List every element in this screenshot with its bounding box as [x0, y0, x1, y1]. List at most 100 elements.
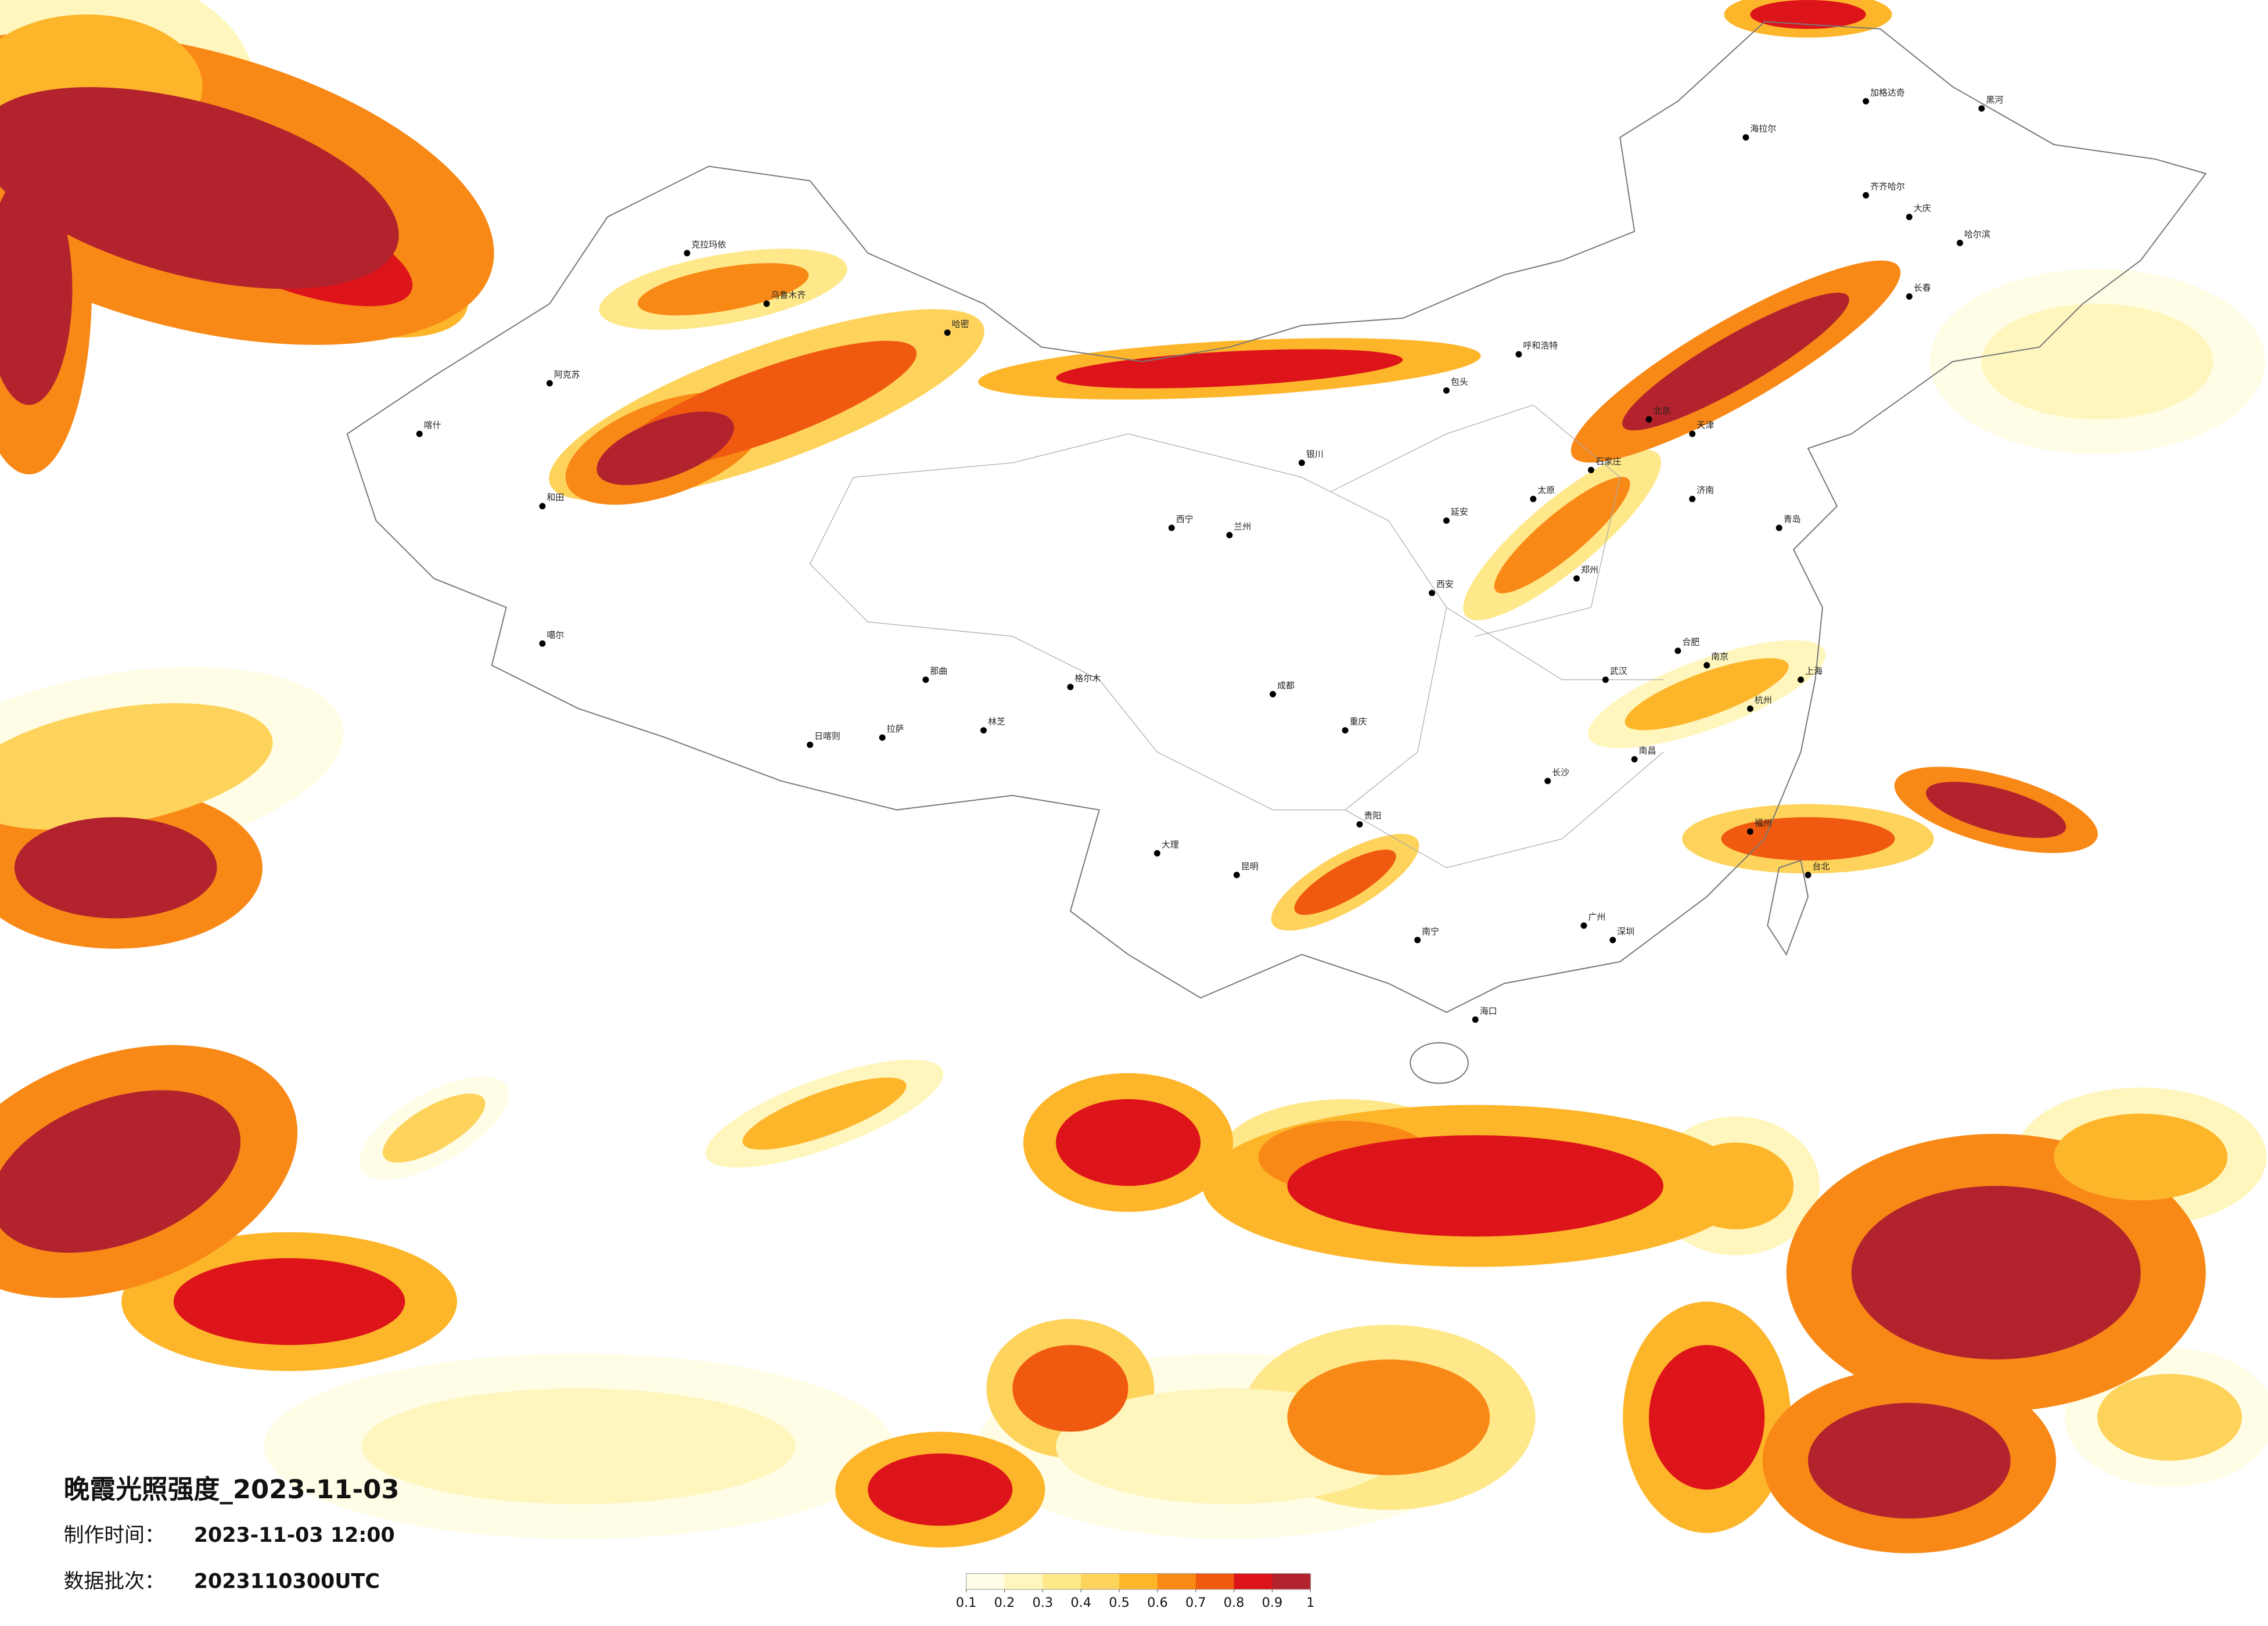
city-label: 齐齐哈尔: [1870, 181, 1905, 192]
city-label: 广州: [1588, 912, 1605, 922]
intensity-patch: [1056, 349, 1403, 388]
city-label: 克拉玛依: [691, 239, 726, 250]
intensity-patch: [637, 263, 809, 316]
city-label: 那曲: [930, 666, 947, 677]
city-label: 兰州: [1234, 521, 1251, 532]
city-dot: [1067, 684, 1074, 690]
city-dot: [763, 300, 770, 307]
intensity-patch: [1981, 303, 2213, 420]
city-label: 哈密: [952, 319, 969, 329]
city-dot: [1645, 416, 1652, 423]
city-dot: [1906, 293, 1913, 300]
city-label: 银川: [1306, 449, 1324, 459]
city-label: 阿克苏: [554, 369, 580, 380]
city-label: 杭州: [1755, 695, 1772, 705]
city-dot: [1270, 690, 1277, 697]
intensity-patch: [1012, 1345, 1128, 1432]
city-dot: [807, 742, 814, 749]
city-label: 青岛: [1784, 514, 1801, 524]
city-dot: [1356, 821, 1363, 828]
city-dot: [1746, 705, 1753, 712]
city-label: 哈尔滨: [1964, 229, 1990, 239]
city-dot: [1233, 872, 1240, 879]
city-dot: [1863, 98, 1870, 105]
city-label: 海拉尔: [1750, 124, 1776, 134]
city-label: 武汉: [1610, 666, 1627, 677]
city-label: 贵阳: [1364, 811, 1381, 821]
colorbar-swatch: [1272, 1573, 1311, 1589]
city-dot: [1515, 351, 1522, 358]
city-dot: [1689, 430, 1696, 437]
city-label: 合肥: [1682, 637, 1699, 647]
city-label: 日喀则: [814, 731, 840, 742]
city-label: 海口: [1480, 1006, 1497, 1016]
city-dot: [980, 727, 987, 734]
city-dot: [539, 503, 546, 510]
city-dot: [1544, 778, 1551, 785]
city-label: 长春: [1914, 283, 1931, 293]
city-label: 台北: [1813, 861, 1830, 872]
city-dot: [539, 640, 546, 647]
intensity-patch: [0, 1090, 241, 1253]
city-label: 太原: [1537, 485, 1555, 495]
city-label: 大理: [1162, 839, 1179, 850]
city-dot: [1674, 647, 1681, 654]
city-dot: [1689, 495, 1696, 502]
colorbar-tick-label: 0.6: [1147, 1595, 1168, 1610]
city-dot: [1472, 1016, 1479, 1023]
city-dot: [1609, 937, 1616, 944]
colorbar-swatch: [1234, 1573, 1273, 1589]
city-label: 长沙: [1552, 767, 1569, 778]
city-label: 西安: [1436, 579, 1454, 589]
city-dot: [1798, 677, 1805, 683]
city-dot: [1602, 677, 1609, 683]
batch-value: 2023110300UTC: [194, 1570, 380, 1593]
intensity-patch: [361, 1388, 796, 1505]
city-dot: [1530, 495, 1537, 502]
city-dot: [1429, 589, 1436, 596]
city-label: 南昌: [1639, 746, 1656, 756]
city-dot: [1805, 872, 1811, 879]
city-label: 天津: [1696, 420, 1714, 430]
cities: 海拉尔加格达奇黑河齐齐哈尔大庆哈尔滨长春北京天津石家庄太原呼和浩特包头银川兰州西…: [416, 87, 2003, 1023]
city-dot: [1573, 575, 1580, 582]
intensity-patch: [0, 173, 73, 405]
city-dot: [1957, 239, 1964, 246]
city-label: 郑州: [1581, 564, 1598, 575]
intensity-patch: [1851, 1186, 2141, 1360]
intensity-patch: [1056, 1099, 1201, 1186]
city-label: 格尔木: [1074, 673, 1101, 684]
city-label: 噶尔: [547, 629, 564, 640]
city-label: 福州: [1755, 818, 1772, 828]
city-label: 石家庄: [1595, 456, 1622, 466]
made-label: 制作时间：: [64, 1524, 165, 1547]
intensity-patch: [1750, 0, 1866, 29]
city-dot: [1587, 466, 1594, 473]
island-border: [1410, 1042, 1469, 1084]
intensity-patch: [596, 411, 734, 485]
city-label: 济南: [1696, 485, 1714, 495]
intensity-patch: [0, 703, 273, 830]
colorbar-swatch: [1195, 1573, 1235, 1589]
city-label: 林芝: [988, 717, 1005, 727]
city-dot: [879, 734, 886, 741]
province-borders: [809, 404, 1664, 868]
island-border: [1767, 859, 1809, 956]
intensity-patch: [2097, 1373, 2242, 1461]
city-label: 拉萨: [887, 724, 904, 734]
colorbar-swatch: [1043, 1573, 1081, 1589]
intensity-patch: [1721, 817, 1895, 861]
intensity-patch: [1294, 850, 1396, 915]
intensity-patch: [1287, 1359, 1490, 1476]
colorbar-swatch: [966, 1573, 1005, 1589]
city-label: 南宁: [1422, 926, 1439, 937]
colorbar-tick-label: 0.3: [1033, 1595, 1054, 1610]
city-label: 大庆: [1914, 203, 1931, 214]
city-label: 呼和浩特: [1523, 340, 1558, 351]
city-dot: [1742, 134, 1749, 141]
city-label: 南京: [1711, 652, 1728, 662]
colorbar-frame: [966, 1573, 1311, 1590]
colorbar-tick-label: 0.7: [1185, 1595, 1206, 1610]
city-dot: [1703, 662, 1710, 669]
